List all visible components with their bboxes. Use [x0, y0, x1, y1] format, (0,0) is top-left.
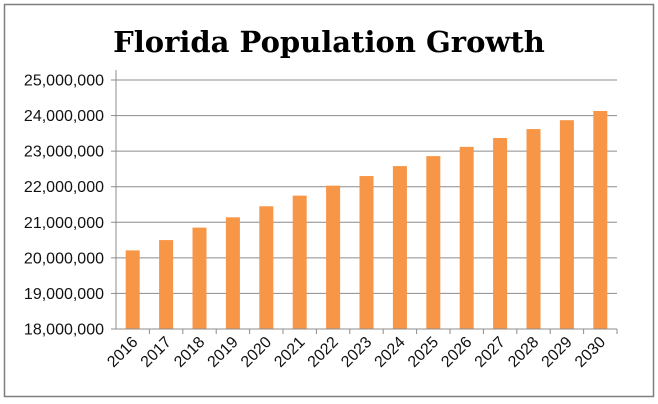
bar-2017: [159, 240, 174, 329]
bar-2030: [593, 110, 608, 329]
y-tick-label: 18,000,000: [24, 322, 104, 339]
bar-2027: [493, 137, 508, 329]
bar-2022: [326, 185, 341, 329]
bar-2021: [292, 195, 307, 329]
bar-2016: [125, 250, 140, 329]
y-tick-label: 23,000,000: [24, 144, 104, 161]
bar-2023: [359, 176, 374, 329]
bar-2026: [459, 146, 474, 329]
bar-2020: [259, 206, 274, 329]
bar-2029: [559, 120, 574, 330]
y-tick-label: 21,000,000: [24, 215, 104, 232]
bar-2019: [225, 217, 240, 329]
chart-title: Florida Population Growth: [113, 25, 545, 59]
bar-2024: [392, 166, 407, 329]
y-tick-label: 19,000,000: [24, 286, 104, 303]
y-tick-label: 25,000,000: [24, 73, 104, 90]
y-tick-label: 20,000,000: [24, 250, 104, 267]
bar-2028: [526, 129, 541, 329]
bar-2025: [426, 156, 441, 329]
y-tick-label: 24,000,000: [24, 108, 104, 125]
bar-2018: [192, 227, 207, 329]
y-tick-label: 22,000,000: [24, 179, 104, 196]
